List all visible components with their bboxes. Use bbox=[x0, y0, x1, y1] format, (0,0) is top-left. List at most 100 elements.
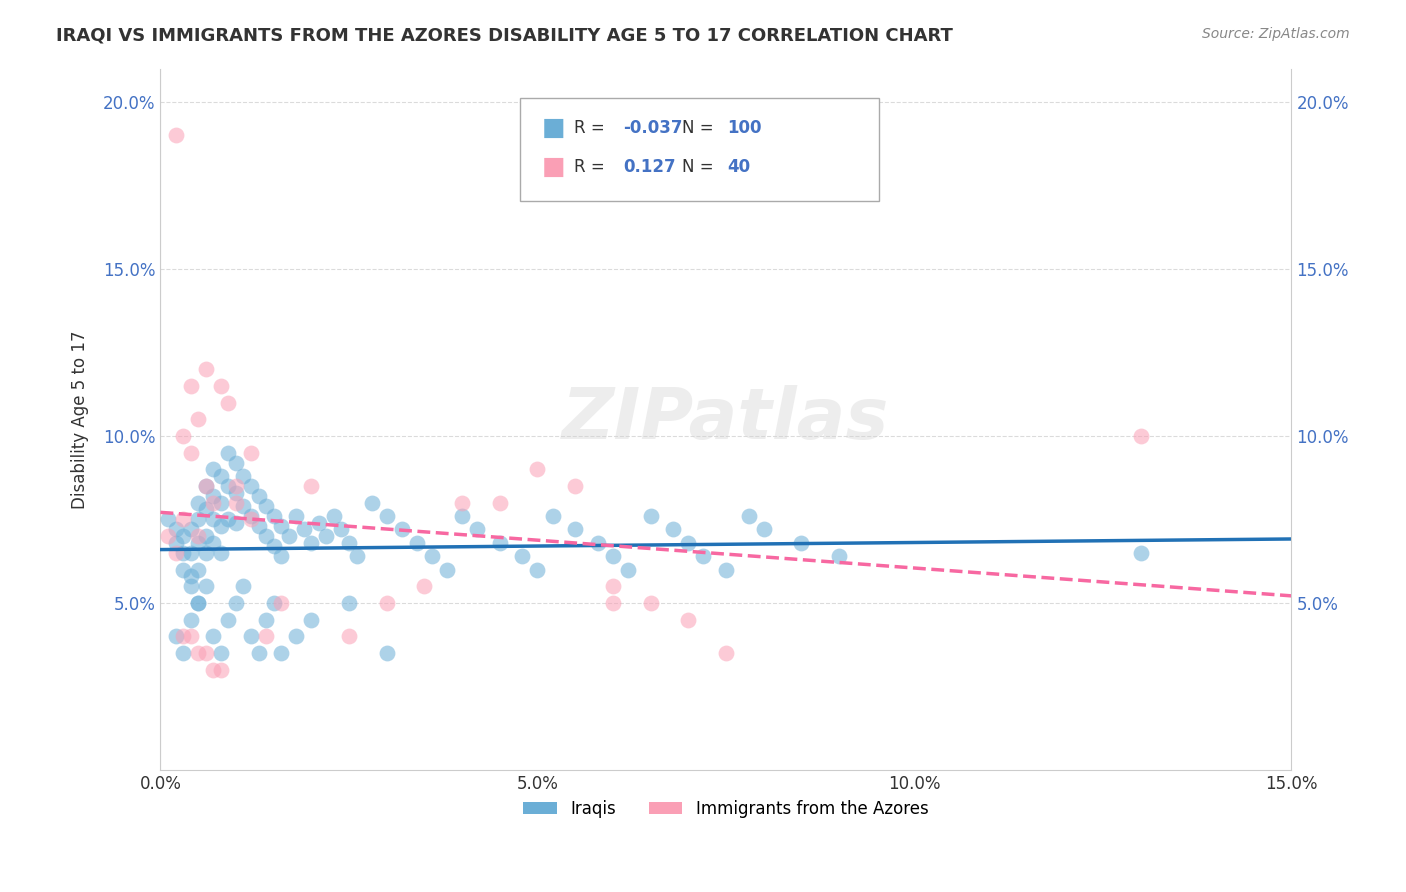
Point bbox=[172, 529, 194, 543]
Point bbox=[187, 512, 209, 526]
Point bbox=[209, 519, 232, 533]
Text: 0.127: 0.127 bbox=[623, 158, 675, 176]
Point bbox=[180, 569, 202, 583]
Point bbox=[180, 523, 202, 537]
Point bbox=[254, 629, 277, 643]
Point bbox=[225, 516, 247, 530]
Point bbox=[254, 613, 277, 627]
Point bbox=[737, 509, 759, 524]
Point bbox=[254, 499, 277, 513]
Point bbox=[209, 469, 232, 483]
Point bbox=[209, 646, 232, 660]
Point bbox=[678, 613, 700, 627]
Point bbox=[187, 412, 209, 426]
Text: 40: 40 bbox=[727, 158, 749, 176]
Point bbox=[165, 523, 187, 537]
Point bbox=[172, 512, 194, 526]
Point bbox=[209, 546, 232, 560]
Point bbox=[194, 646, 217, 660]
Point bbox=[413, 579, 436, 593]
Point bbox=[172, 629, 194, 643]
Point bbox=[247, 519, 270, 533]
Point bbox=[640, 509, 662, 524]
Point bbox=[225, 485, 247, 500]
Point bbox=[209, 379, 232, 393]
Point bbox=[375, 596, 398, 610]
Point bbox=[337, 536, 360, 550]
Point bbox=[180, 613, 202, 627]
Point bbox=[465, 523, 488, 537]
Point bbox=[277, 529, 299, 543]
Point bbox=[180, 379, 202, 393]
Point bbox=[239, 512, 262, 526]
Point bbox=[202, 462, 225, 476]
Point bbox=[247, 646, 270, 660]
Point bbox=[602, 596, 624, 610]
Point bbox=[375, 509, 398, 524]
Point bbox=[180, 546, 202, 560]
Point bbox=[172, 563, 194, 577]
Point bbox=[263, 539, 285, 553]
Point bbox=[512, 549, 534, 564]
Point bbox=[232, 579, 254, 593]
Point bbox=[488, 496, 510, 510]
Point bbox=[270, 549, 292, 564]
Point bbox=[315, 529, 337, 543]
Point bbox=[1129, 546, 1152, 560]
Point bbox=[187, 596, 209, 610]
Point bbox=[270, 519, 292, 533]
Point bbox=[225, 596, 247, 610]
Point bbox=[299, 613, 322, 627]
Point bbox=[285, 629, 308, 643]
Point bbox=[194, 479, 217, 493]
Point bbox=[451, 496, 474, 510]
Point bbox=[202, 489, 225, 503]
Point bbox=[187, 536, 209, 550]
Point bbox=[337, 596, 360, 610]
Text: N =: N = bbox=[682, 119, 713, 136]
Point bbox=[692, 549, 714, 564]
Point bbox=[451, 509, 474, 524]
Point bbox=[270, 646, 292, 660]
Text: 100: 100 bbox=[727, 119, 762, 136]
Point bbox=[194, 579, 217, 593]
Point bbox=[564, 479, 586, 493]
Point bbox=[194, 362, 217, 376]
Point bbox=[488, 536, 510, 550]
Point bbox=[299, 536, 322, 550]
Point bbox=[254, 529, 277, 543]
Point bbox=[202, 629, 225, 643]
Point bbox=[202, 512, 225, 526]
Point bbox=[330, 523, 353, 537]
Point bbox=[285, 509, 308, 524]
Point bbox=[391, 523, 413, 537]
Text: N =: N = bbox=[682, 158, 713, 176]
Point bbox=[602, 549, 624, 564]
Point bbox=[714, 646, 737, 660]
Point bbox=[602, 579, 624, 593]
Text: Source: ZipAtlas.com: Source: ZipAtlas.com bbox=[1202, 27, 1350, 41]
Point bbox=[172, 546, 194, 560]
Point bbox=[239, 629, 262, 643]
Text: R =: R = bbox=[574, 119, 605, 136]
Point bbox=[165, 546, 187, 560]
Point bbox=[375, 646, 398, 660]
Point bbox=[263, 596, 285, 610]
Point bbox=[232, 469, 254, 483]
Point bbox=[346, 549, 368, 564]
Point bbox=[187, 496, 209, 510]
Point bbox=[360, 496, 382, 510]
Point bbox=[526, 563, 548, 577]
Point bbox=[194, 479, 217, 493]
Point bbox=[420, 549, 443, 564]
Point bbox=[225, 456, 247, 470]
Point bbox=[165, 128, 187, 143]
Point bbox=[239, 445, 262, 459]
Y-axis label: Disability Age 5 to 17: Disability Age 5 to 17 bbox=[72, 330, 89, 508]
Point bbox=[187, 563, 209, 577]
Point bbox=[662, 523, 685, 537]
Point bbox=[436, 563, 458, 577]
Point bbox=[165, 536, 187, 550]
Point bbox=[187, 529, 209, 543]
Point bbox=[180, 629, 202, 643]
